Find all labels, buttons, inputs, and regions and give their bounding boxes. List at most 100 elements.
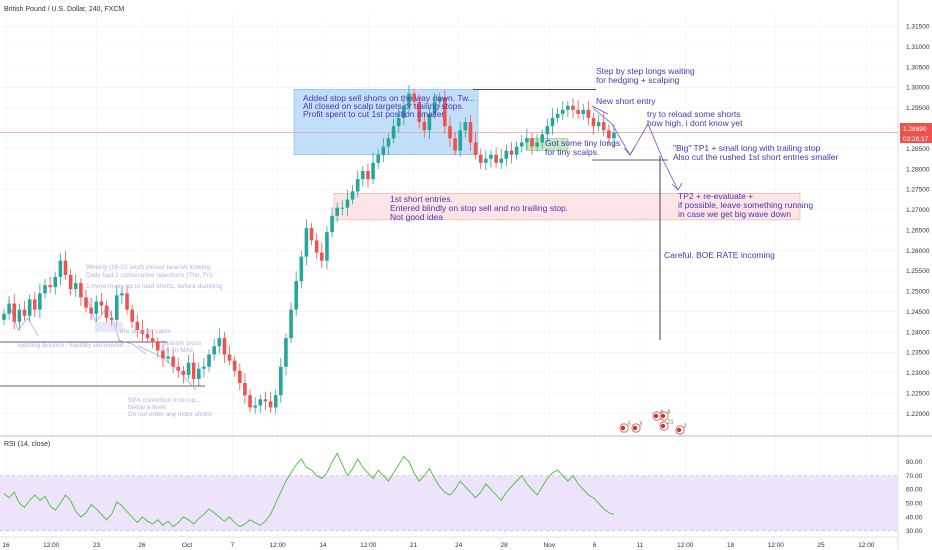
event-flag[interactable]: 6 [659, 410, 671, 421]
candle-body [145, 334, 150, 339]
time-tick-label: 18 [727, 542, 735, 549]
candle-body [555, 113, 560, 118]
candle-body [530, 138, 534, 147]
rsi-tick-label: 60.00 [906, 487, 923, 494]
candle-body [166, 356, 170, 359]
rsi-tick-label: 50.00 [906, 501, 923, 508]
candle-body [191, 362, 196, 379]
candle-body [437, 97, 442, 102]
time-tick-label: 16 [2, 542, 10, 549]
note-tiny-longs: Got some tiny longs for tiny scalps. [545, 138, 620, 157]
price-tick-label: 1.30000 [906, 85, 930, 92]
candle-body [355, 179, 360, 192]
candle-body [371, 162, 375, 180]
price-tick-label: 1.23000 [906, 370, 930, 377]
countdown-tag [900, 133, 932, 143]
price-tick-label: 1.24500 [906, 309, 930, 316]
candle-body [12, 303, 17, 322]
candle-body [84, 297, 88, 308]
candle-body [27, 299, 32, 316]
last-price-label: 1.28890 [903, 126, 927, 133]
time-tick-label: Nov [544, 542, 556, 549]
candle-body [432, 101, 437, 114]
candle-body [499, 158, 504, 163]
price-tick-label: 1.26500 [906, 227, 930, 234]
note-added-stops: Added stop sell shorts on the way down. … [303, 93, 475, 119]
candle-body [253, 405, 257, 408]
candle-body [248, 395, 252, 408]
candle-body [155, 342, 160, 351]
candle-body [202, 366, 206, 369]
price-tick-label: 1.31500 [906, 24, 930, 31]
candle-body [268, 401, 273, 408]
candle-body [284, 338, 288, 367]
candle-body [232, 360, 237, 371]
red-resistance-box[interactable] [333, 193, 801, 221]
candle-body [473, 142, 478, 155]
candle-body [571, 105, 575, 110]
candle-body [89, 307, 93, 314]
price-tick-label: 1.28000 [906, 166, 930, 173]
candle-body [607, 130, 611, 139]
price-tick-label: 1.29500 [906, 105, 930, 112]
candle-body [361, 170, 365, 180]
candle-body [181, 370, 186, 375]
note-step-longs: Step by step longs waiting for hedging + … [596, 66, 695, 85]
event-flag[interactable]: 5 [631, 422, 643, 433]
event-flag[interactable]: 21 [659, 420, 674, 431]
faded-drawings [7, 295, 197, 391]
price-tick-label: 1.23500 [906, 350, 930, 357]
note-big-tp1: "Big" TP1 + small long with trailing sto… [673, 143, 839, 162]
candle-body [560, 109, 565, 114]
event-count: 5 [640, 422, 643, 428]
candle-body [566, 105, 570, 110]
event-count: 21 [668, 420, 674, 426]
candle-body [422, 122, 427, 131]
candle-body [478, 154, 483, 163]
rsi-axis[interactable]: 30.00 40.00 50.00 60.00 70.00 80.00 [906, 459, 923, 535]
time-tick-label: 12:00 [677, 542, 694, 549]
time-tick-label: Oct [182, 542, 192, 549]
event-flag[interactable]: 5 [619, 422, 631, 433]
rsi-line[interactable] [3, 452, 615, 528]
candle-body [350, 191, 355, 200]
candle-body [448, 126, 452, 139]
candle-body [550, 117, 555, 127]
time-axis[interactable]: 16 12:00 23 26 Oct 7 12:00 14 12:00 21 24 28 Nov 6 11 1… [2, 542, 874, 549]
candle-body [243, 383, 247, 396]
candle-body [130, 309, 134, 322]
candle-body [463, 122, 468, 131]
rsi-tick-label: 30.00 [906, 528, 923, 535]
candle-body [601, 122, 606, 131]
projection-path[interactable] [591, 105, 683, 191]
candle-body [104, 305, 109, 318]
time-tick-label: 21 [410, 542, 418, 549]
candle-body [212, 346, 216, 355]
time-tick-label: 26 [138, 542, 146, 549]
candle-body [402, 105, 406, 118]
candle-body [576, 109, 580, 114]
candle-body [79, 283, 83, 298]
candle-body [330, 215, 334, 233]
chart-title: British Pound / U.S. Dollar, 240, FXCM [4, 6, 124, 13]
candle-body [227, 354, 232, 361]
candle-body [314, 240, 319, 253]
time-tick-label: 7 [231, 542, 235, 549]
price-tick-label: 1.27500 [906, 187, 930, 194]
candle-body [171, 356, 175, 367]
blue-annotation-box[interactable] [293, 89, 479, 155]
candle-body [7, 303, 11, 314]
event-flag[interactable]: 2 [675, 424, 687, 435]
price-tick-label: 1.24000 [906, 329, 930, 336]
faded-note-bounce: ejecting Bounce / liquidity uncovered ..… [18, 342, 131, 349]
candle-body [340, 207, 345, 209]
economic-events[interactable]: 5562162 [619, 410, 687, 435]
candle-body [325, 232, 329, 261]
rsi-tick-label: 40.00 [906, 514, 923, 521]
candle-body [427, 113, 432, 131]
price-axis[interactable]: 1.22000 1.22500 1.23000 1.23500 1.24000 1.245… [906, 24, 930, 418]
time-tick-label: 11 [637, 542, 644, 549]
candle-body [309, 228, 314, 241]
price-tick-label: 1.25500 [906, 268, 930, 275]
